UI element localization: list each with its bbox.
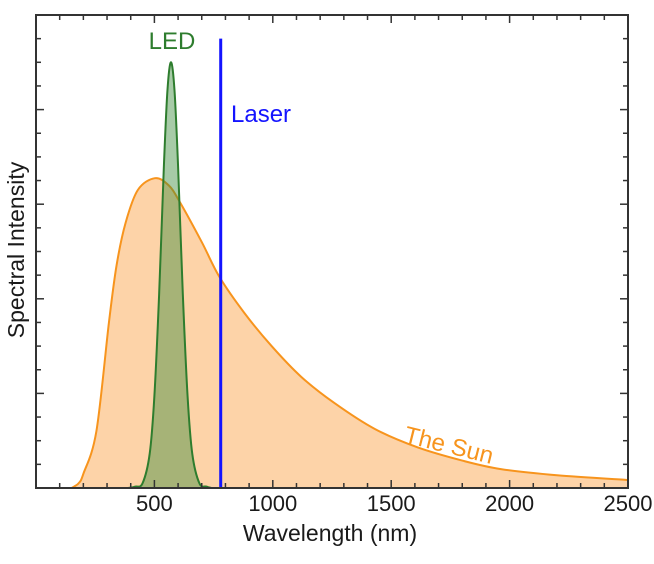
x-tick-label: 500 <box>136 491 173 516</box>
x-tick-labels: 500 1000 1500 2000 2500 <box>136 491 652 516</box>
series-label-led: LED <box>149 28 196 55</box>
plot-frame <box>35 14 629 489</box>
y-axis-label: Spectral Intensity <box>3 161 29 338</box>
series-fill-the-sun <box>71 178 628 488</box>
x-axis-label: Wavelength (nm) <box>243 520 417 546</box>
series-areas <box>70 38 629 489</box>
series-line-led <box>128 61 212 489</box>
series-line-the-sun <box>70 177 629 489</box>
series-label-laser: Laser <box>231 101 291 128</box>
x-tick-label: 2500 <box>604 491 653 516</box>
series-fill-led <box>128 62 212 489</box>
x-tick-label: 1000 <box>248 491 297 516</box>
x-tick-label: 1500 <box>367 491 416 516</box>
x-tick-label: 2000 <box>485 491 534 516</box>
